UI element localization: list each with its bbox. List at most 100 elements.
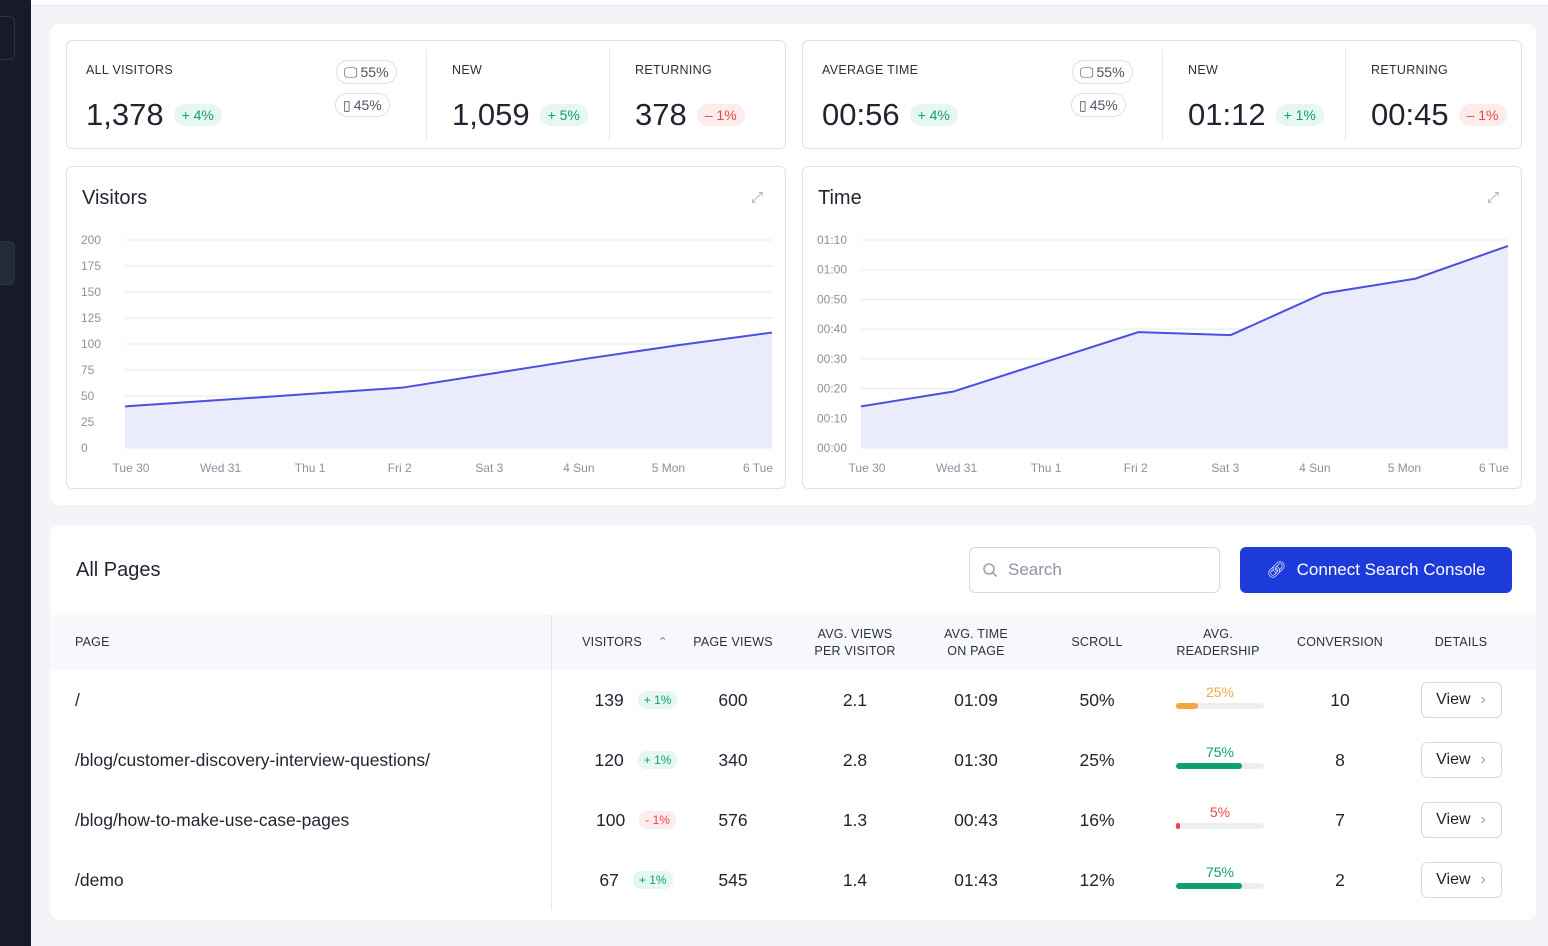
x-tick-label: Thu 1 <box>1031 461 1062 475</box>
top-bar <box>31 0 1548 6</box>
visitors-value: 139 <box>594 689 624 710</box>
page-views: 340 <box>718 749 748 770</box>
scroll-value: 50% <box>1079 689 1115 710</box>
scroll-value: 16% <box>1079 809 1115 830</box>
x-tick-label: Tue 30 <box>849 461 886 475</box>
header-text: CONVERSION <box>1296 635 1384 649</box>
conversion-value: 2 <box>1335 869 1345 890</box>
table-row: /blog/customer-discovery-interview-quest… <box>50 730 1536 790</box>
y-tick-label: 01:10 <box>817 233 847 247</box>
avg-time: 01:43 <box>954 869 998 890</box>
page-path[interactable]: /demo <box>75 869 124 890</box>
x-tick-label: Sat 3 <box>475 461 503 475</box>
visitors-stats-card: ALL VISITORS 1,378 + 4% 🖵︎ 55% ▯ 45% NEW 1,… <box>66 40 786 149</box>
view-details-button[interactable]: View › <box>1420 682 1502 718</box>
view-details-button[interactable]: View › <box>1420 742 1502 778</box>
stat-value: 1,378 <box>86 97 164 132</box>
section-title: All Pages <box>76 559 161 581</box>
change-badge: + 1% <box>637 691 678 709</box>
header-text: PAGE <box>75 635 110 649</box>
stat-value: 01:12 <box>1188 97 1266 132</box>
x-tick-label: 6 Tue <box>743 461 773 475</box>
desktop-icon: 🖵︎ <box>344 63 358 80</box>
x-tick-label: 5 Mon <box>1388 461 1421 475</box>
view-details-button[interactable]: View › <box>1420 862 1502 898</box>
desktop-percent: 55% <box>360 64 389 80</box>
stat-value: 00:56 <box>822 97 900 132</box>
page-path[interactable]: /blog/how-to-make-use-case-pages <box>75 809 350 830</box>
sidebar-item[interactable] <box>0 16 15 60</box>
column-header: AVG. READERSHIP <box>1148 626 1288 660</box>
y-tick-label: 50 <box>81 389 95 403</box>
button-label: Connect Search Console <box>1296 560 1486 579</box>
divider <box>1345 49 1346 140</box>
time-stats-card: AVERAGE TIME 00:56 + 4% 🖵︎ 55% ▯ 45% NEW 01… <box>802 40 1522 149</box>
readership-bar <box>1176 823 1264 829</box>
search-input[interactable]: Search <box>969 547 1220 593</box>
x-tick-label: Wed 31 <box>936 461 977 475</box>
column-header[interactable]: VISITORS ⌃ <box>542 634 682 651</box>
sort-icon[interactable]: ⌃ <box>657 635 668 649</box>
header-text: AVG. TIME <box>944 627 1008 641</box>
change-badge: + 1% <box>632 871 673 889</box>
stat-label: NEW <box>1188 63 1219 77</box>
y-tick-label: 00:20 <box>817 382 847 396</box>
change-badge: + 5% <box>539 104 588 126</box>
x-tick-label: Fri 2 <box>1124 461 1148 475</box>
time-chart: Time ⤢ 00:00 00:10 00:20 00:30 00:40 00:50 01:… <box>802 166 1522 489</box>
y-tick-label: 125 <box>81 311 101 325</box>
button-label: View <box>1436 691 1471 708</box>
x-tick-label: 6 Tue <box>1479 461 1509 475</box>
expand-icon[interactable]: ⤢ <box>750 189 763 206</box>
link-icon: 🔗︎ <box>1266 562 1287 579</box>
header-text: DETAILS <box>1434 635 1488 649</box>
y-tick-label: 00:10 <box>817 411 847 425</box>
y-tick-label: 00:50 <box>817 292 847 306</box>
header-text: AVG. VIEWS <box>817 627 893 641</box>
chevron-right-icon: › <box>1480 691 1486 708</box>
divider <box>1162 49 1163 140</box>
avg-time: 01:09 <box>954 689 998 710</box>
mobile-percent: 45% <box>1089 97 1118 113</box>
column-header: DETAILS <box>1391 634 1531 651</box>
column-header: AVG. VIEWS PER VISITOR <box>785 626 925 660</box>
page-views: 545 <box>718 869 748 890</box>
page-path[interactable]: / <box>75 689 80 710</box>
visitors-value: 100 <box>596 809 626 830</box>
stat-value: 00:45 <box>1371 97 1449 132</box>
header-text: SCROLL <box>1071 635 1123 649</box>
visitors-value: 67 <box>599 869 619 890</box>
y-tick-label: 00:40 <box>817 322 847 336</box>
mobile-percent: 45% <box>353 97 382 113</box>
view-details-button[interactable]: View › <box>1420 802 1502 838</box>
header-text: ON PAGE <box>947 644 1005 658</box>
x-tick-label: Sat 3 <box>1211 461 1239 475</box>
x-tick-label: Thu 1 <box>295 461 326 475</box>
conversion-value: 8 <box>1335 749 1345 770</box>
sidebar-item-active[interactable] <box>0 241 15 285</box>
page-views: 576 <box>718 809 748 830</box>
y-tick-label: 75 <box>81 363 95 377</box>
expand-icon[interactable]: ⤢ <box>1486 189 1499 206</box>
scroll-value: 12% <box>1079 869 1115 890</box>
visitors-chart: Visitors ⤢ 0 25 50 75 100 125 150 175 200 Tue 30 W… <box>66 166 786 489</box>
avg-time: 00:43 <box>954 809 998 830</box>
search-icon <box>983 563 998 578</box>
views-per-visitor: 1.3 <box>842 809 868 830</box>
readership-bar <box>1176 763 1264 769</box>
table-header <box>50 615 1536 670</box>
stat-value: 1,059 <box>452 97 530 132</box>
stat-label: NEW <box>452 63 483 77</box>
y-tick-label: 200 <box>81 233 101 247</box>
avg-time: 01:30 <box>954 749 998 770</box>
connect-search-console-button[interactable]: 🔗︎ Connect Search Console <box>1240 547 1512 593</box>
header-text: AVG. <box>1203 627 1233 641</box>
page-path[interactable]: /blog/customer-discovery-interview-quest… <box>75 749 430 770</box>
readership-bar <box>1176 883 1264 889</box>
chart-title: Visitors <box>82 187 148 209</box>
change-badge: + 1% <box>1275 104 1324 126</box>
x-tick-label: Fri 2 <box>388 461 412 475</box>
mobile-share: ▯ 45% <box>1071 93 1126 117</box>
chevron-right-icon: › <box>1480 751 1486 768</box>
table-row: / 139 + 1% 600 2.1 01:09 50% 25% 10 View › <box>50 670 1536 730</box>
